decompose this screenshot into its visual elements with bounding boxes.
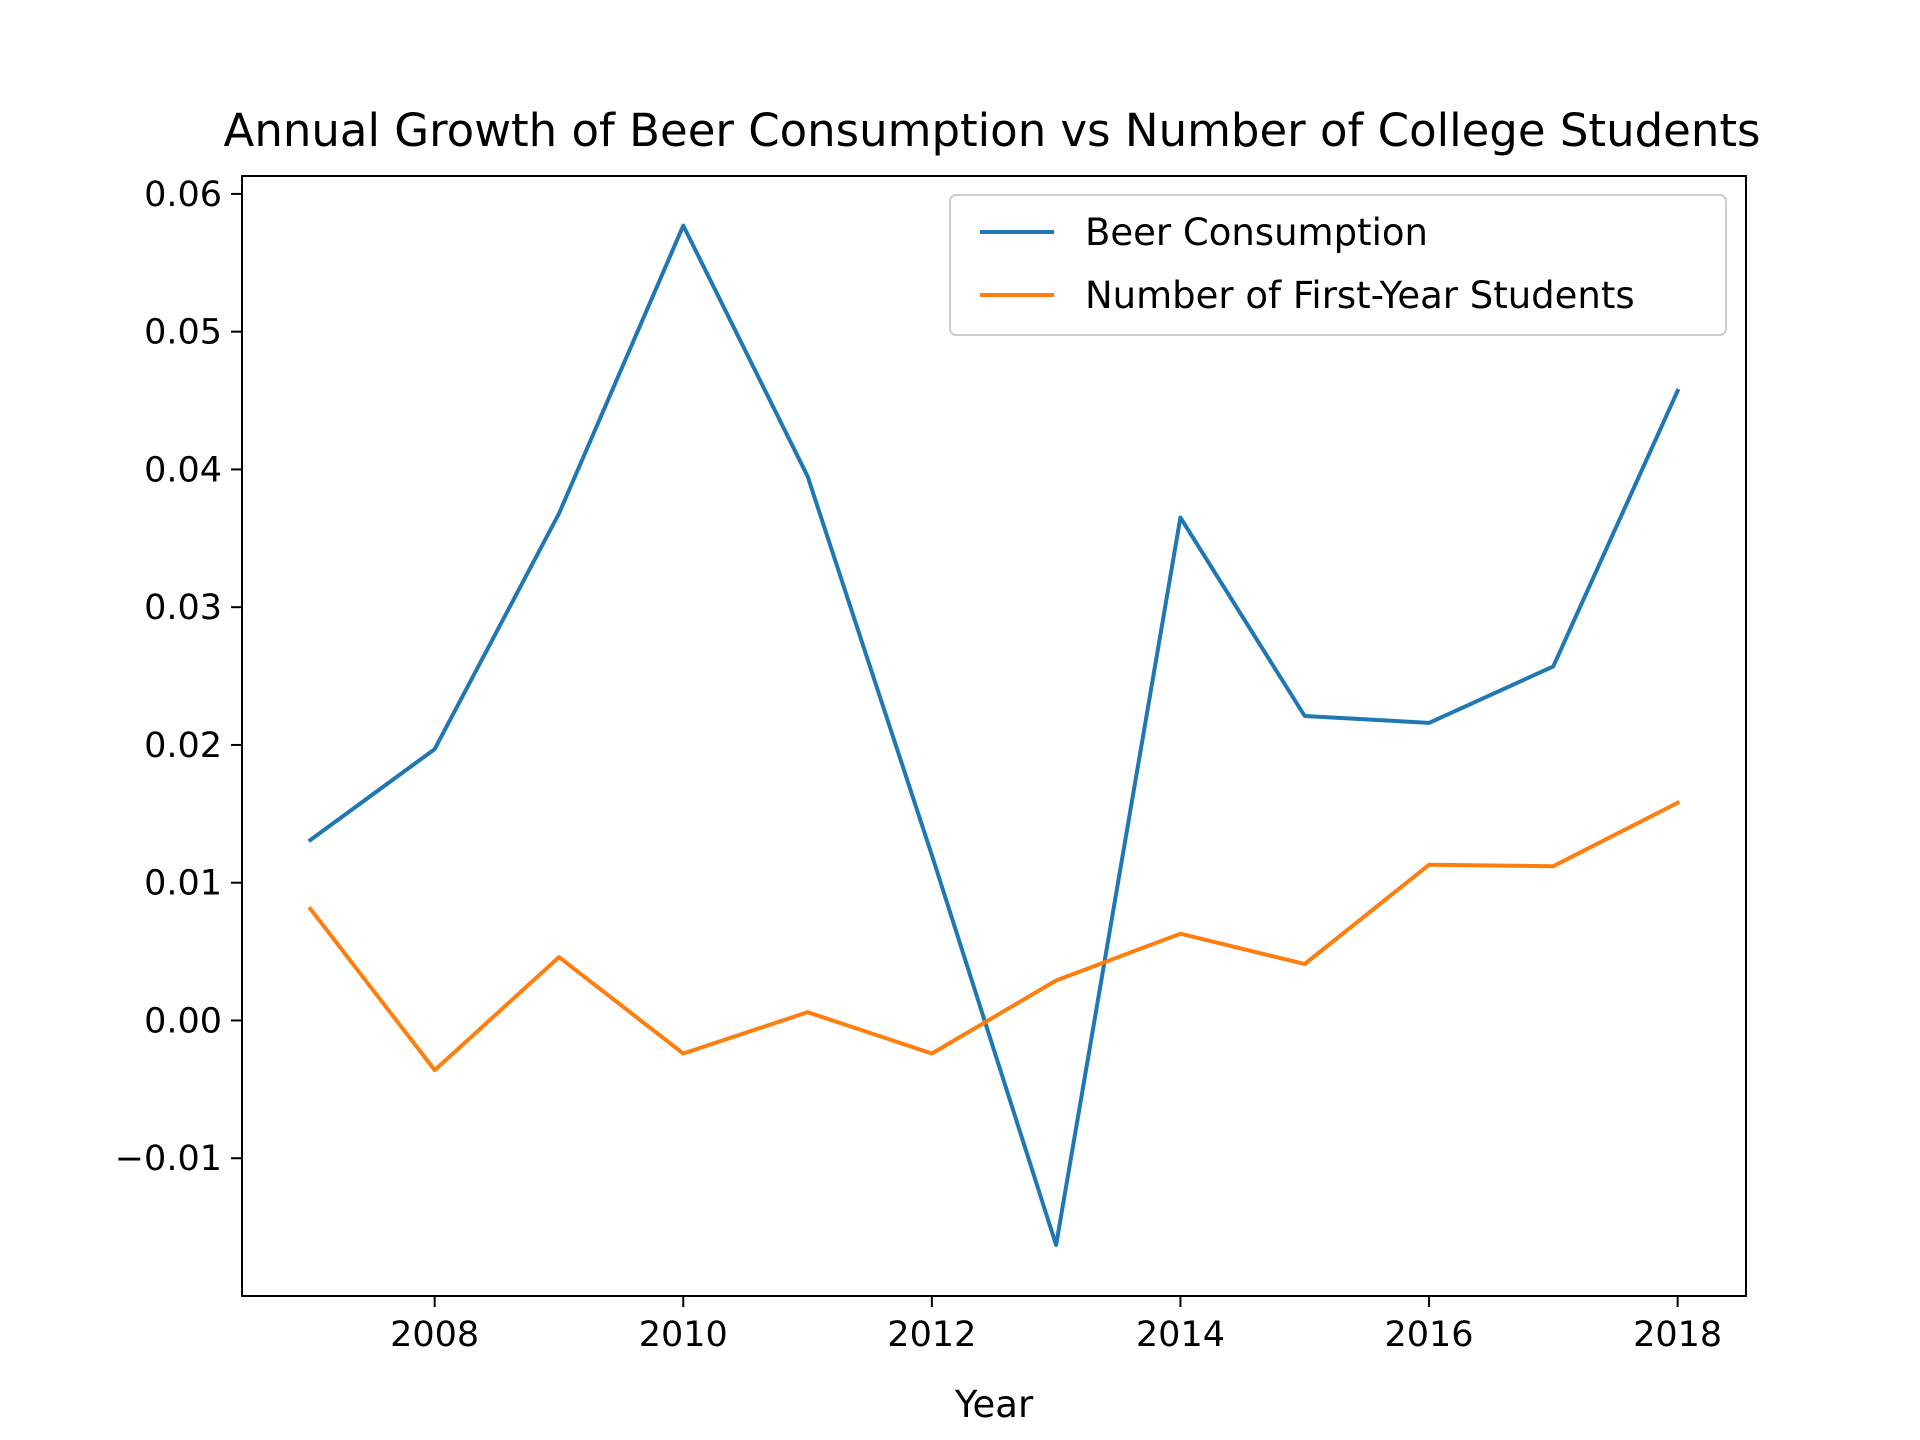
y-tick-label: 0.02 bbox=[144, 726, 222, 766]
series-line-beer-consumption bbox=[307, 223, 1681, 1247]
y-tick-label: 0.01 bbox=[144, 864, 222, 904]
legend-label-beer-consumption: Beer Consumption bbox=[1085, 211, 1428, 254]
plot-frame bbox=[241, 175, 1747, 1297]
legend-label-first-year-students: Number of First-Year Students bbox=[1085, 274, 1635, 317]
x-tick-label: 2010 bbox=[639, 1315, 728, 1355]
x-tick-label: 2016 bbox=[1385, 1315, 1474, 1355]
x-tick-label: 2012 bbox=[887, 1315, 976, 1355]
y-tick-label: 0.00 bbox=[144, 1001, 222, 1041]
x-tick-label: 2008 bbox=[390, 1315, 479, 1355]
series-layer bbox=[307, 223, 1681, 1247]
x-tick-label: 2014 bbox=[1136, 1315, 1225, 1355]
chart-title: Annual Growth of Beer Consumption vs Num… bbox=[224, 104, 1761, 157]
x-axis-ticks: 2008 2010 2012 2014 2016 2018 bbox=[390, 1296, 1722, 1355]
y-tick-label: 0.04 bbox=[144, 450, 222, 490]
x-tick-label: 2018 bbox=[1633, 1315, 1722, 1355]
y-axis-ticks: −0.01 0.00 0.01 0.02 0.03 0.04 0.05 0.06 bbox=[115, 175, 242, 1179]
y-tick-label: 0.03 bbox=[144, 588, 222, 628]
legend: Beer Consumption Number of First-Year St… bbox=[949, 194, 1727, 336]
y-tick-label: −0.01 bbox=[115, 1139, 222, 1179]
x-axis-label: Year bbox=[954, 1383, 1034, 1426]
y-tick-label: 0.06 bbox=[144, 175, 222, 215]
legend-frame bbox=[949, 194, 1727, 336]
y-tick-label: 0.05 bbox=[144, 313, 222, 353]
series-line-number-of-first-year-students bbox=[307, 800, 1681, 1073]
